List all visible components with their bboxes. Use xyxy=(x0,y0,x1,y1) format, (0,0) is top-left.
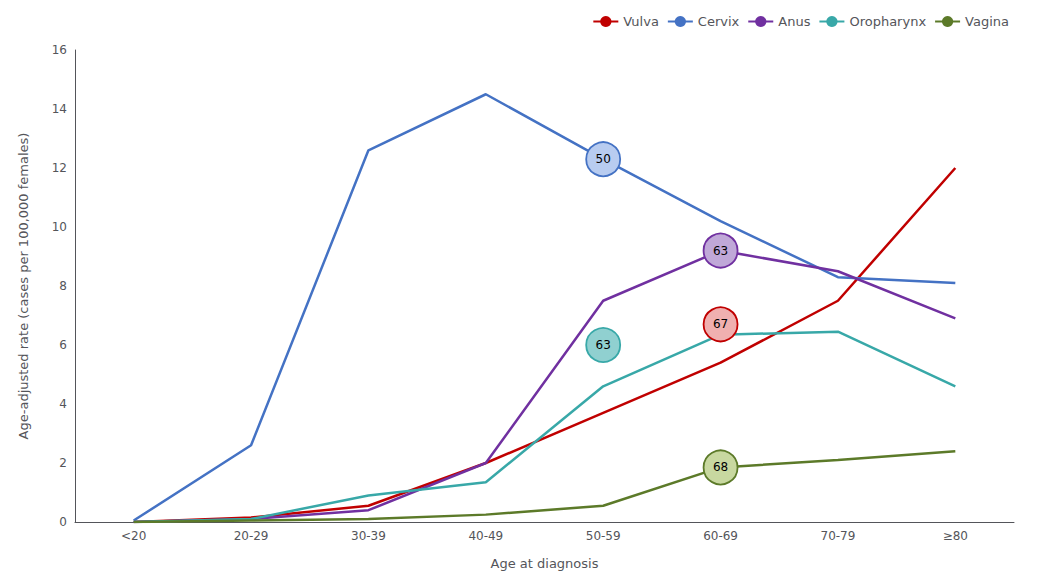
svg-text:Vulva: Vulva xyxy=(623,14,659,29)
svg-text:63: 63 xyxy=(596,338,611,352)
svg-text:16: 16 xyxy=(52,43,67,57)
svg-text:14: 14 xyxy=(52,102,67,116)
svg-text:2: 2 xyxy=(59,456,67,470)
svg-text:Cervix: Cervix xyxy=(698,14,740,29)
svg-text:68: 68 xyxy=(713,460,728,474)
svg-text:6: 6 xyxy=(59,338,67,352)
svg-text:10: 10 xyxy=(52,220,67,234)
svg-text:Oropharynx: Oropharynx xyxy=(849,14,926,29)
svg-text:<20: <20 xyxy=(121,529,146,543)
svg-text:Age at diagnosis: Age at diagnosis xyxy=(491,556,599,571)
svg-text:70-79: 70-79 xyxy=(821,529,856,543)
svg-text:8: 8 xyxy=(59,279,67,293)
svg-text:63: 63 xyxy=(713,244,728,258)
svg-text:20-29: 20-29 xyxy=(234,529,269,543)
svg-text:Vagina: Vagina xyxy=(965,14,1009,29)
svg-text:Age-adjusted rate (cases per 1: Age-adjusted rate (cases per 100,000 fem… xyxy=(16,133,31,440)
svg-text:0: 0 xyxy=(59,515,67,529)
svg-text:67: 67 xyxy=(713,317,728,331)
svg-text:4: 4 xyxy=(59,397,67,411)
svg-text:50-59: 50-59 xyxy=(586,529,621,543)
svg-text:≥80: ≥80 xyxy=(943,529,968,543)
svg-text:12: 12 xyxy=(52,161,67,175)
svg-text:Anus: Anus xyxy=(778,14,810,29)
svg-text:60-69: 60-69 xyxy=(703,529,738,543)
svg-text:40-49: 40-49 xyxy=(468,529,503,543)
svg-text:50: 50 xyxy=(596,152,611,166)
svg-text:30-39: 30-39 xyxy=(351,529,386,543)
